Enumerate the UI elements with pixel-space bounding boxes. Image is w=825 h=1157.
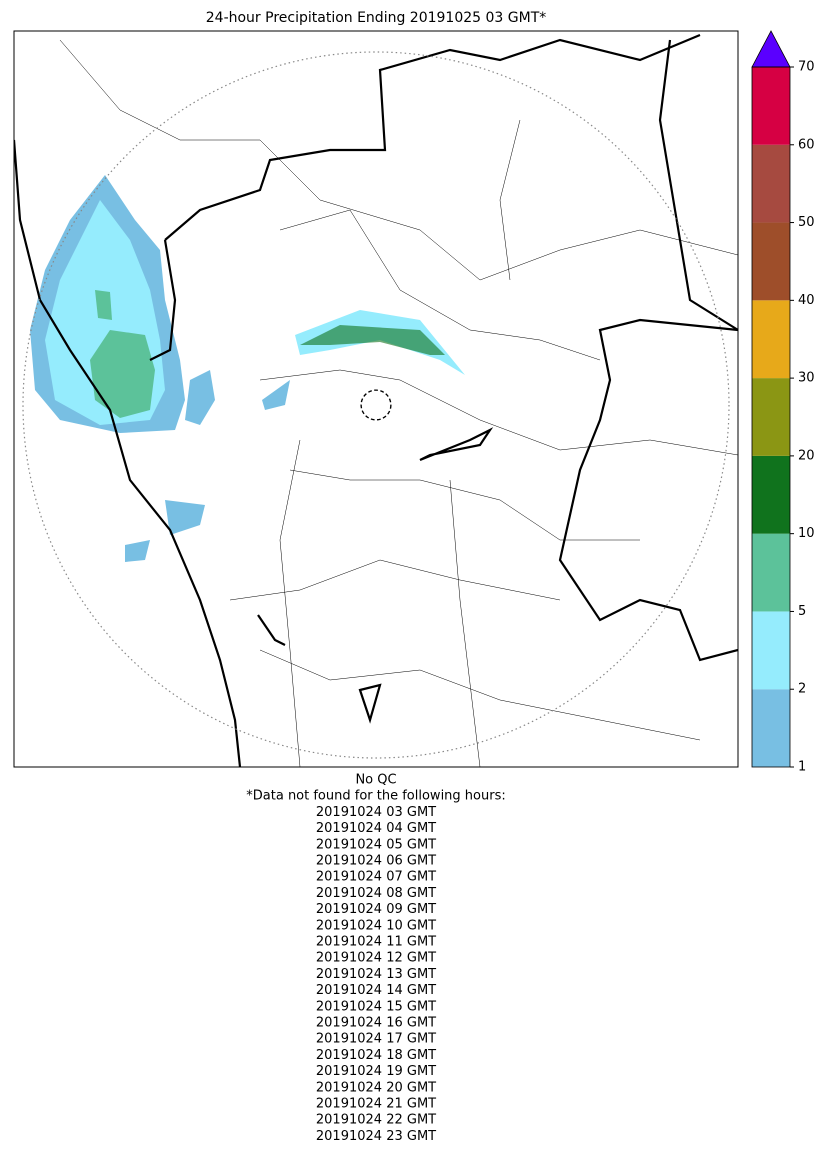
footer-line: *Data not found for the following hours: xyxy=(246,789,505,804)
colorbar-extend xyxy=(751,30,791,68)
footer-line: 20191024 11 GMT xyxy=(316,935,436,950)
footer-line: 20191024 10 GMT xyxy=(316,918,436,933)
colorbar-segment xyxy=(752,67,790,145)
map-title: 24-hour Precipitation Ending 20191025 03… xyxy=(206,10,547,26)
footer-line: 20191024 15 GMT xyxy=(316,999,436,1014)
footer-line: 20191024 06 GMT xyxy=(316,854,436,869)
colorbar-segment xyxy=(752,300,790,379)
footer-line: 20191024 19 GMT xyxy=(316,1064,436,1079)
map xyxy=(13,30,739,768)
footer-line: 20191024 05 GMT xyxy=(316,837,436,852)
footer-line: 20191024 17 GMT xyxy=(316,1032,436,1047)
colorbar-segment xyxy=(752,222,790,301)
footer-line: No QC xyxy=(355,773,396,788)
colorbar-segment xyxy=(752,144,790,223)
footer-line: 20191024 07 GMT xyxy=(316,870,436,885)
footer-line: 20191024 20 GMT xyxy=(316,1080,436,1095)
footer: No QC*Data not found for the following h… xyxy=(246,773,505,1144)
footer-line: 20191024 22 GMT xyxy=(316,1113,436,1128)
footer-line: 20191024 03 GMT xyxy=(316,805,436,820)
footer-line: 20191024 04 GMT xyxy=(316,821,436,836)
footer-line: 20191024 13 GMT xyxy=(316,967,436,982)
colorbar-tick-label: 20 xyxy=(798,448,815,463)
colorbar-segment xyxy=(752,533,790,612)
colorbar-tick-label: 70 xyxy=(798,60,815,75)
colorbar-tick-label: 30 xyxy=(798,371,815,386)
colorbar-tick-label: 40 xyxy=(798,293,815,308)
colorbar-tick-label: 10 xyxy=(798,526,815,541)
colorbar-tick-label: 5 xyxy=(798,604,806,619)
footer-line: 20191024 16 GMT xyxy=(316,1016,436,1031)
colorbar-segment xyxy=(752,611,790,690)
colorbar-tick-label: 1 xyxy=(798,760,806,775)
footer-line: 20191024 14 GMT xyxy=(316,983,436,998)
colorbar-segment xyxy=(752,378,790,456)
colorbar-tick-label: 60 xyxy=(798,137,815,152)
footer-line: 20191024 23 GMT xyxy=(316,1129,436,1144)
footer-line: 20191024 18 GMT xyxy=(316,1048,436,1063)
footer-line: 20191024 09 GMT xyxy=(316,902,436,917)
footer-line: 20191024 08 GMT xyxy=(316,886,436,901)
colorbar-segment xyxy=(752,689,790,767)
colorbar-segment xyxy=(752,455,790,534)
colorbar-frame xyxy=(751,66,791,768)
colorbar-tick-label: 2 xyxy=(798,682,806,697)
footer-line: 20191024 21 GMT xyxy=(316,1097,436,1112)
colorbar-tick-label: 50 xyxy=(798,215,815,230)
footer-line: 20191024 12 GMT xyxy=(316,951,436,966)
colorbar: 1 2 5 10 20 30 40 50 60 70 xyxy=(751,30,815,775)
